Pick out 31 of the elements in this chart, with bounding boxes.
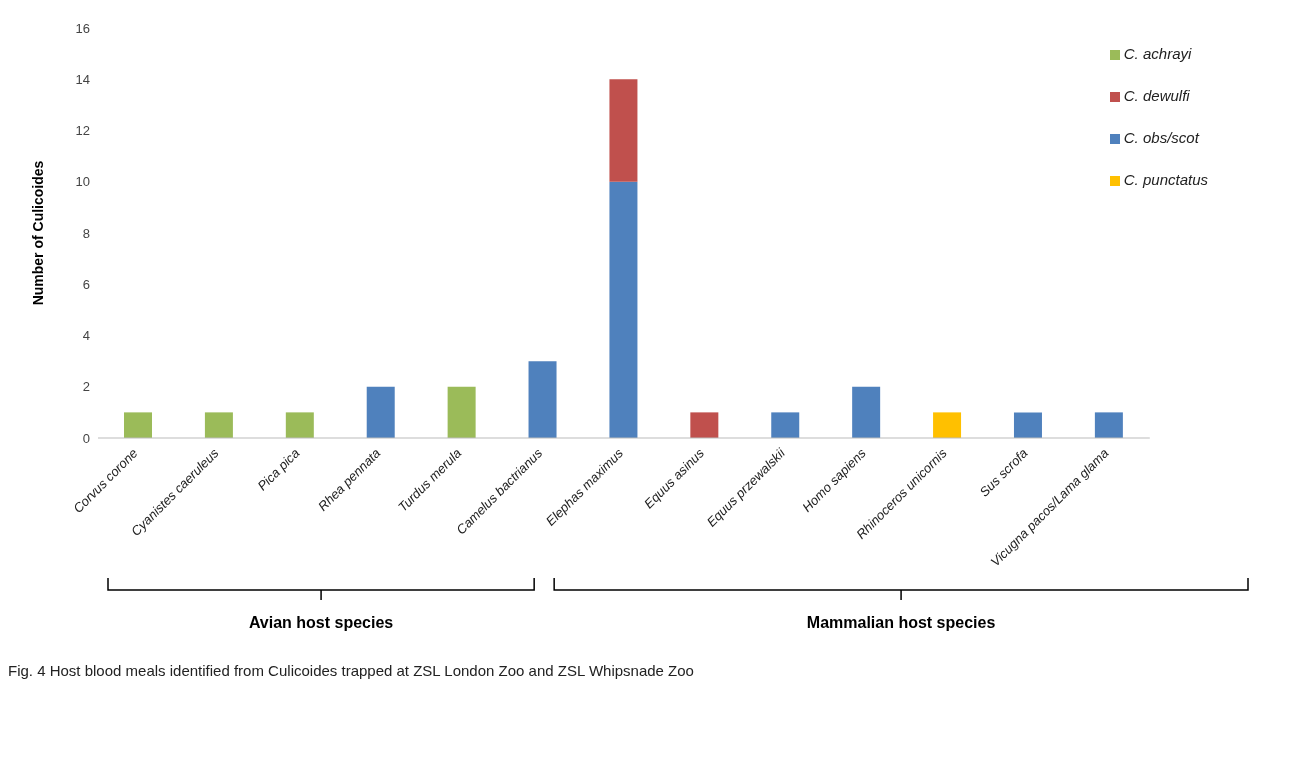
bar: [1013, 412, 1042, 438]
bar: [609, 79, 638, 182]
bar: [528, 361, 557, 438]
y-tick-label: 8: [82, 225, 90, 241]
legend-label: C. dewulfi: [1123, 87, 1190, 104]
y-axis-title: Number of Culicoides: [29, 160, 46, 306]
bar: [771, 412, 800, 438]
y-tick-label: 4: [82, 328, 90, 344]
bar: [852, 386, 881, 438]
bar: [609, 181, 638, 438]
y-tick-label: 6: [82, 276, 90, 292]
caption: Fig. 4 Host blood meals identified from Culicoides trapped at ZSL London Zoo and ZSL Whipsnade Zoo: [8, 662, 695, 679]
y-tick-label: 2: [82, 379, 90, 395]
legend-label: C. obs/scot: [1123, 129, 1199, 146]
legend-label: C. punctatus: [1123, 171, 1208, 188]
y-tick-label: 12: [75, 123, 90, 139]
legend-label: C. achrayi: [1123, 45, 1192, 62]
text: Avian host species: [248, 614, 394, 631]
bar: [690, 412, 719, 438]
y-tick-label: 10: [75, 174, 90, 190]
bar: [933, 412, 962, 438]
bar: [204, 412, 233, 438]
y-tick-label: 14: [75, 71, 90, 87]
bar: [366, 386, 395, 438]
bar: [447, 386, 476, 438]
y-tick-label: 16: [75, 20, 90, 36]
bar: [124, 412, 152, 438]
y-tick-label: 0: [82, 430, 90, 446]
bar: [1094, 412, 1123, 438]
bar: [285, 412, 314, 438]
text: Mammalian host species: [806, 614, 996, 631]
